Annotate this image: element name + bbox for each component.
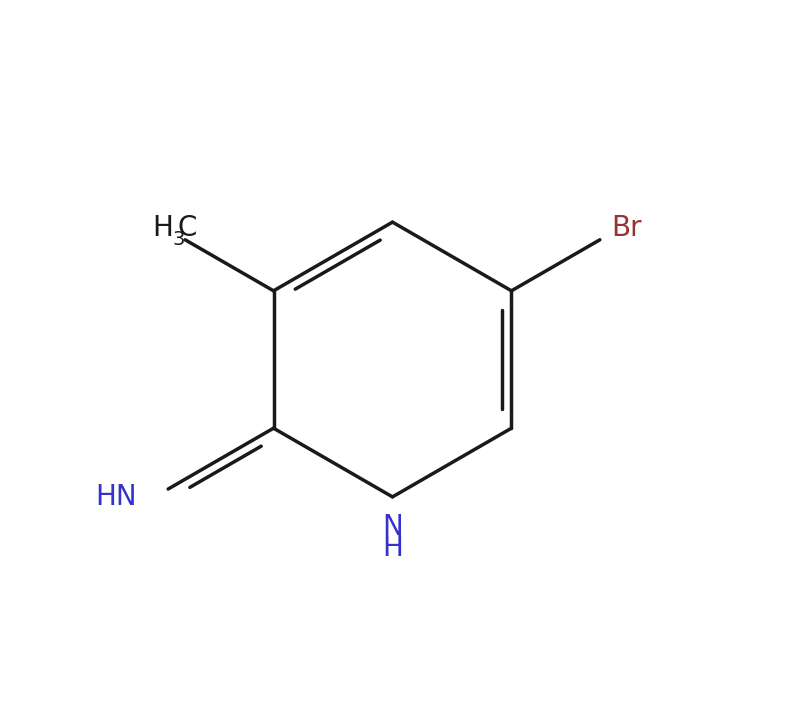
Text: C: C <box>177 214 197 242</box>
Text: N: N <box>382 513 403 541</box>
Text: 3: 3 <box>173 230 185 249</box>
Text: HN: HN <box>95 483 137 511</box>
Text: Br: Br <box>612 214 642 242</box>
Text: H: H <box>152 214 173 242</box>
Text: H: H <box>382 534 403 562</box>
